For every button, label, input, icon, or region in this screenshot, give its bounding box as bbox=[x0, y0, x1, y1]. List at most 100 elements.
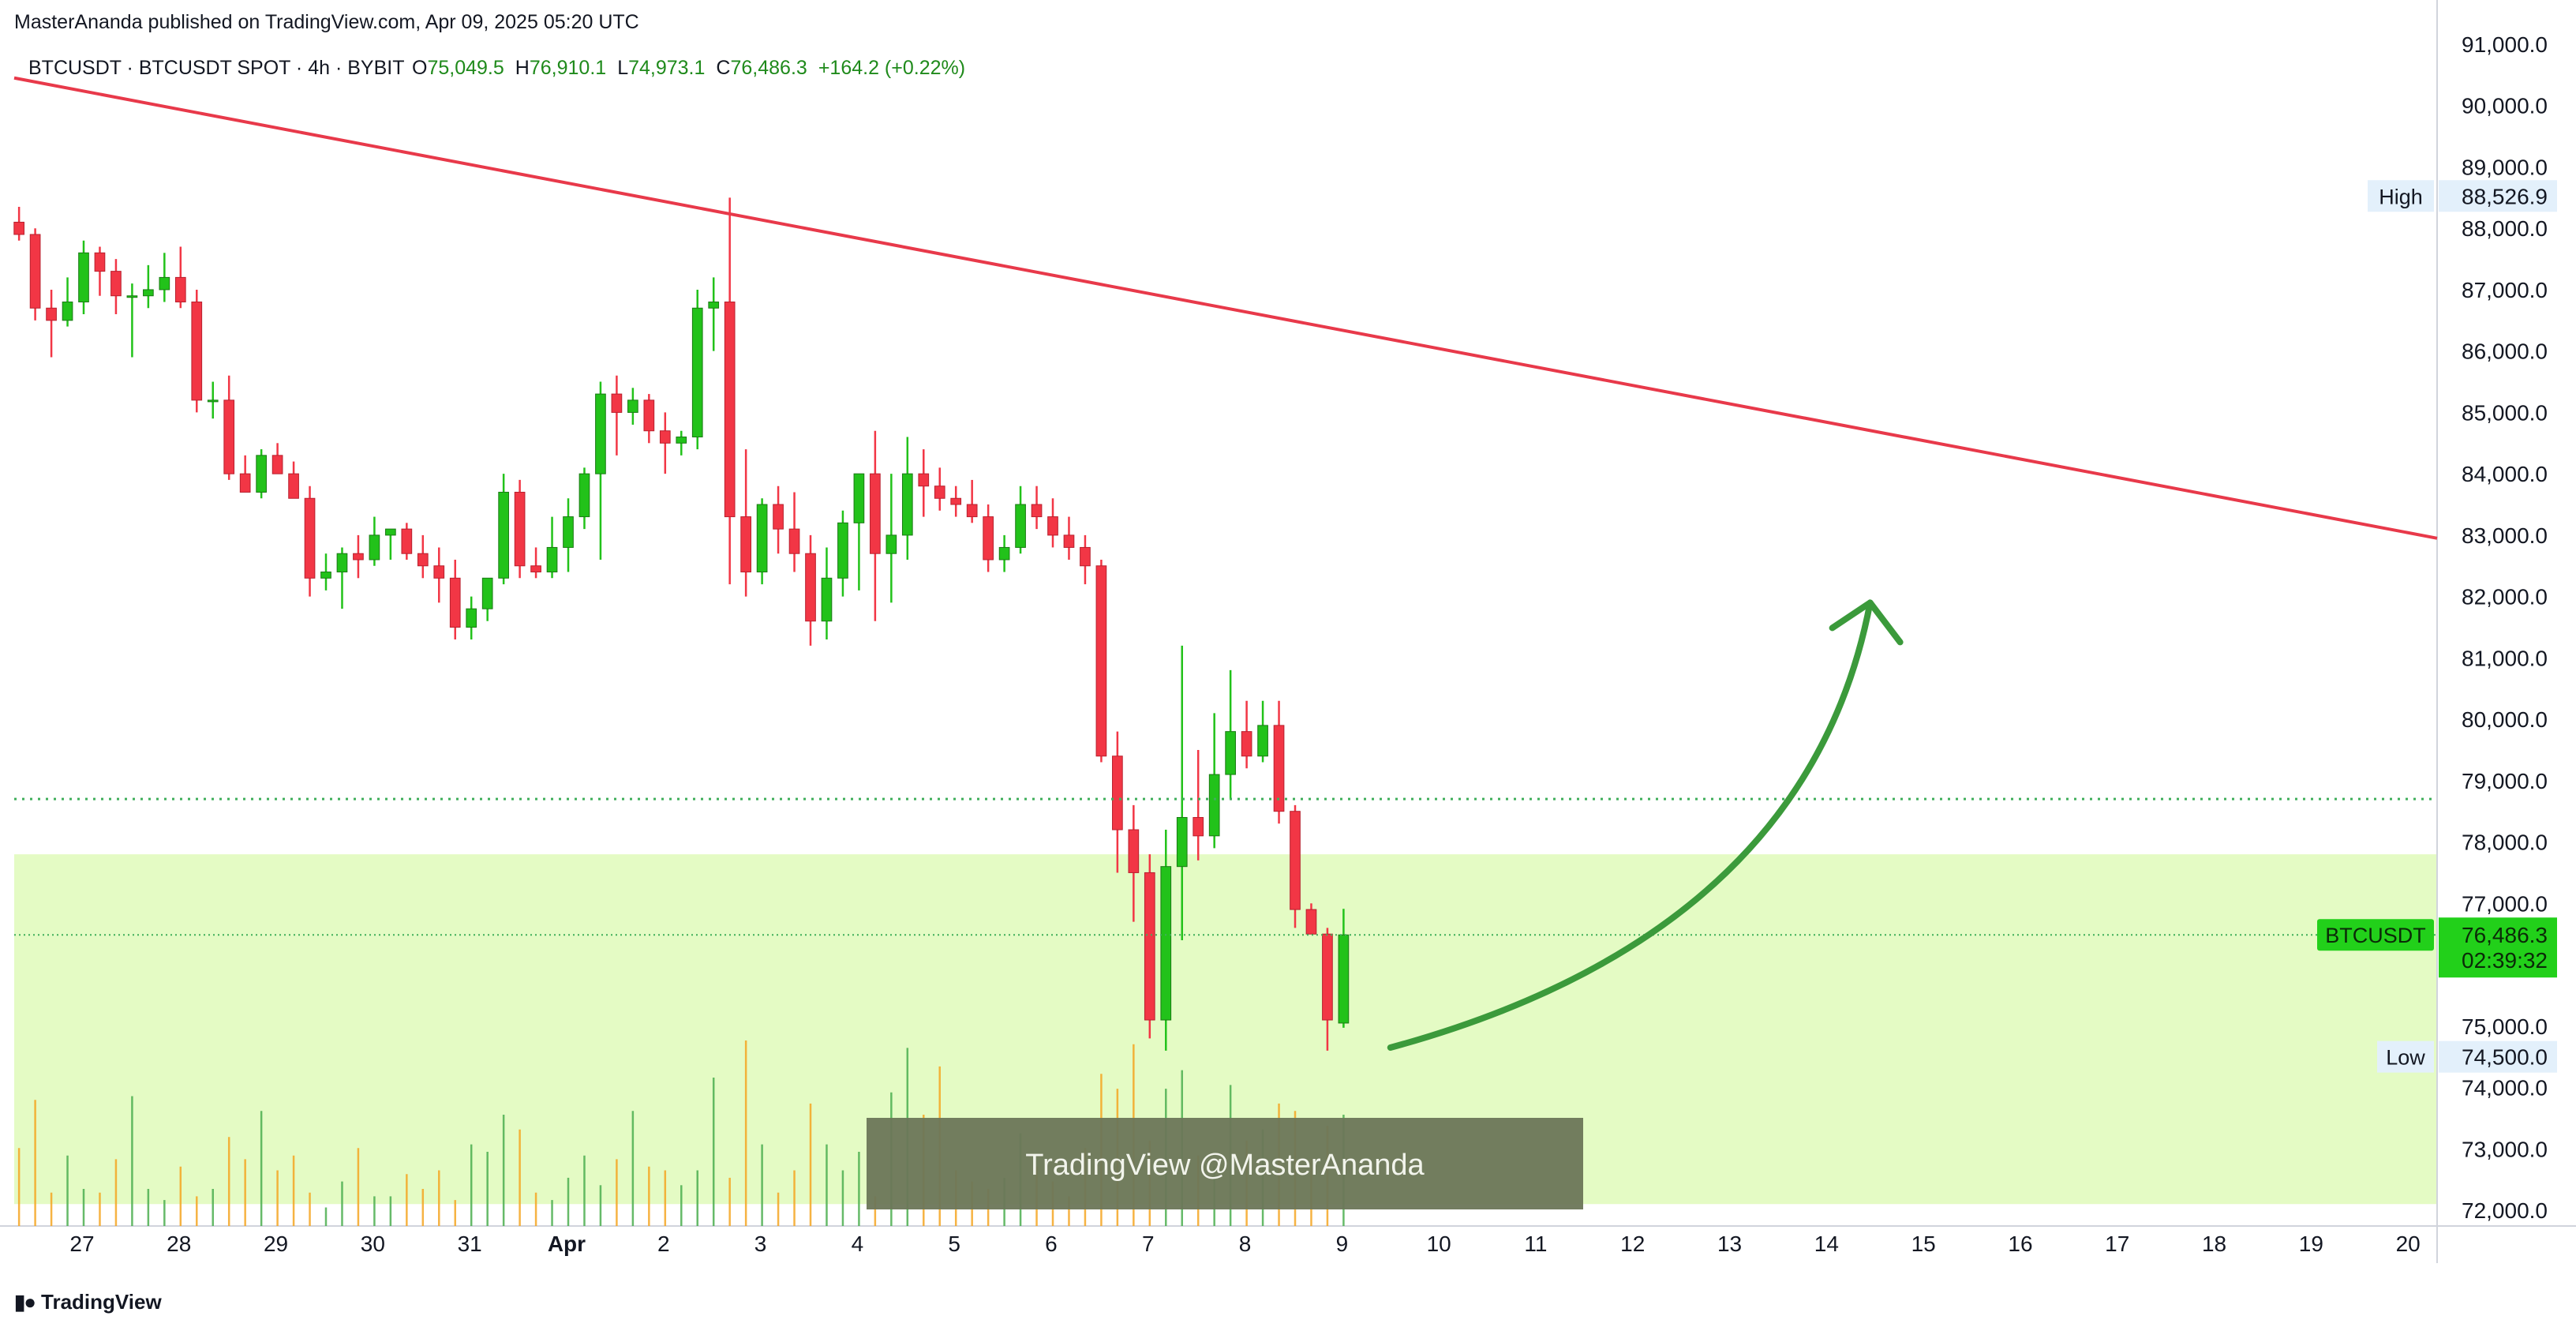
price-tag-symbol-box bbox=[2317, 919, 2434, 951]
candle bbox=[611, 375, 623, 456]
candle bbox=[578, 467, 590, 530]
candle-body bbox=[1080, 546, 1091, 567]
candle bbox=[643, 394, 655, 444]
candle-body bbox=[1193, 816, 1204, 837]
candle bbox=[78, 240, 89, 315]
candle-body bbox=[756, 504, 768, 573]
legend-h: 76,910.1 bbox=[530, 57, 606, 79]
time-tick-label: 11 bbox=[1524, 1232, 1547, 1256]
candle-body bbox=[1290, 811, 1301, 910]
candle-body bbox=[1257, 725, 1268, 757]
candle-body bbox=[143, 289, 154, 297]
candle bbox=[870, 430, 881, 621]
candle-body bbox=[530, 565, 541, 573]
candle bbox=[191, 289, 203, 413]
candle-body bbox=[918, 473, 930, 487]
candle-body bbox=[1160, 866, 1172, 1021]
separators bbox=[0, 0, 2576, 1263]
candle bbox=[595, 381, 606, 560]
candle bbox=[530, 547, 541, 579]
watermark-layer: TradingView @MasterAnanda bbox=[867, 1118, 1583, 1209]
candle bbox=[288, 461, 299, 499]
time-tick-label: 2 bbox=[657, 1232, 670, 1256]
candle-body bbox=[449, 577, 461, 628]
price-tick-label: 79,000.0 bbox=[2462, 769, 2548, 793]
candle-body bbox=[223, 399, 235, 474]
legend-symbol-text: BTCUSDT · BTCUSDT SPOT · 4h · BYBIT bbox=[28, 57, 404, 79]
footer-brand[interactable]: ▮● TradingView bbox=[14, 1290, 162, 1314]
candle-body bbox=[62, 301, 73, 321]
candle-body bbox=[46, 307, 57, 321]
candle-body bbox=[1338, 934, 1350, 1024]
candle-body bbox=[966, 504, 978, 518]
candle-body bbox=[385, 528, 396, 536]
price-tick-label: 87,000.0 bbox=[2462, 278, 2548, 302]
candle bbox=[756, 498, 768, 585]
candle bbox=[304, 486, 316, 597]
time-tick-label: 13 bbox=[1717, 1232, 1742, 1256]
candle bbox=[449, 559, 461, 640]
candle bbox=[62, 277, 73, 327]
candle bbox=[29, 228, 41, 321]
price-tick-label: 75,000.0 bbox=[2462, 1014, 2548, 1039]
price-tag-timer: 02:39:32 bbox=[2462, 948, 2548, 973]
candle bbox=[1095, 559, 1107, 763]
time-tick-label: 29 bbox=[264, 1232, 288, 1256]
candle-body bbox=[239, 473, 251, 493]
candle-body bbox=[1241, 731, 1252, 757]
candle-body bbox=[595, 393, 606, 474]
price-tick-label: 80,000.0 bbox=[2462, 707, 2548, 732]
candle bbox=[1338, 909, 1350, 1028]
low-value: 74,500.0 bbox=[2462, 1045, 2548, 1070]
candle bbox=[417, 534, 429, 579]
candle bbox=[1290, 804, 1301, 928]
candle-body bbox=[837, 522, 848, 579]
candle bbox=[788, 492, 800, 572]
price-tick-label: 81,000.0 bbox=[2462, 646, 2548, 670]
time-tick-label: 28 bbox=[167, 1232, 191, 1256]
time-tick-label: 14 bbox=[1814, 1232, 1839, 1256]
candle bbox=[1015, 486, 1026, 554]
candle-body bbox=[853, 473, 865, 523]
candle-body bbox=[1015, 504, 1026, 548]
candle bbox=[1080, 534, 1091, 585]
candle bbox=[1112, 731, 1123, 873]
price-tick-label: 74,000.0 bbox=[2462, 1076, 2548, 1100]
candle-body bbox=[288, 473, 299, 499]
candle-body bbox=[886, 534, 897, 554]
candle-body bbox=[1112, 755, 1123, 830]
time-tick-label: 6 bbox=[1045, 1232, 1058, 1256]
time-tick-label: 31 bbox=[458, 1232, 482, 1256]
candle bbox=[853, 473, 865, 591]
candle-body bbox=[1128, 829, 1140, 873]
candle-body bbox=[1322, 933, 1333, 1021]
time-tick-label: 16 bbox=[2008, 1232, 2032, 1256]
candle-body bbox=[433, 565, 445, 579]
candle bbox=[998, 534, 1010, 572]
candle-body bbox=[659, 430, 671, 444]
time-tick-label: 9 bbox=[1336, 1232, 1349, 1256]
candle bbox=[13, 207, 24, 241]
high-value-box bbox=[2439, 180, 2557, 212]
candle-body bbox=[13, 221, 24, 235]
candle bbox=[336, 547, 348, 609]
price-tick-label: 90,000.0 bbox=[2462, 94, 2548, 118]
candle bbox=[369, 516, 380, 566]
price-tick-label: 72,000.0 bbox=[2462, 1198, 2548, 1223]
candle bbox=[740, 449, 751, 597]
candle-body bbox=[207, 399, 219, 403]
candle-body bbox=[805, 553, 816, 622]
candle bbox=[353, 534, 364, 579]
candle-body bbox=[1208, 774, 1220, 837]
candle bbox=[207, 381, 219, 419]
candle-body bbox=[256, 455, 267, 493]
time-tick-label: 19 bbox=[2299, 1232, 2323, 1256]
candle bbox=[805, 534, 816, 646]
candle-body bbox=[1095, 565, 1107, 757]
candle bbox=[481, 577, 493, 621]
candle bbox=[401, 523, 413, 560]
candle-body bbox=[691, 307, 703, 438]
candle bbox=[271, 443, 283, 474]
legend-l: 74,973.1 bbox=[628, 57, 705, 79]
